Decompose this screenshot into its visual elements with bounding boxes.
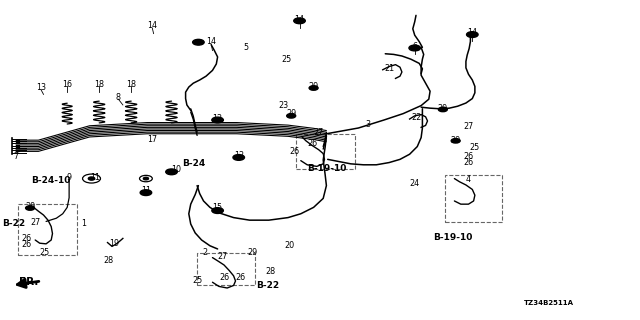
Text: 27: 27 <box>314 128 324 137</box>
Circle shape <box>309 86 318 90</box>
Circle shape <box>287 114 296 118</box>
Text: B-19-10: B-19-10 <box>307 164 346 173</box>
Text: B-22: B-22 <box>3 219 26 228</box>
Text: 20: 20 <box>284 241 294 250</box>
Text: B-22: B-22 <box>256 281 279 290</box>
Text: 29: 29 <box>308 82 319 91</box>
Text: 25: 25 <box>282 55 292 64</box>
Text: 29: 29 <box>25 202 35 211</box>
Text: 29: 29 <box>248 248 258 257</box>
Bar <box>197 253 255 285</box>
Text: 29: 29 <box>286 109 296 118</box>
Text: 10: 10 <box>171 165 181 174</box>
Circle shape <box>233 155 244 160</box>
Text: 26: 26 <box>219 273 229 282</box>
Text: 28: 28 <box>104 256 114 265</box>
Text: B-24-10: B-24-10 <box>31 176 71 185</box>
Text: 6: 6 <box>412 42 417 51</box>
Circle shape <box>212 117 223 123</box>
Bar <box>445 175 502 222</box>
Text: 13: 13 <box>36 84 46 92</box>
Text: 11: 11 <box>141 186 151 195</box>
Circle shape <box>409 45 420 51</box>
Circle shape <box>294 18 305 24</box>
Circle shape <box>26 206 35 210</box>
Text: 4: 4 <box>466 175 471 184</box>
Text: 15: 15 <box>212 204 223 212</box>
Text: 14: 14 <box>147 21 157 30</box>
Text: 9: 9 <box>67 173 72 182</box>
Bar <box>296 134 355 169</box>
Text: FR.: FR. <box>19 277 38 287</box>
Text: 17: 17 <box>147 135 157 144</box>
Text: 25: 25 <box>192 276 202 285</box>
Text: TZ34B2511A: TZ34B2511A <box>524 300 574 306</box>
Text: 23: 23 <box>278 101 289 110</box>
Text: 27: 27 <box>30 218 40 227</box>
Text: 26: 26 <box>235 273 245 282</box>
Text: 12: 12 <box>234 151 244 160</box>
Circle shape <box>140 190 152 196</box>
Circle shape <box>88 177 95 180</box>
Text: 11: 11 <box>90 173 100 182</box>
Text: 16: 16 <box>62 80 72 89</box>
Text: 27: 27 <box>218 252 228 261</box>
Text: 12: 12 <box>212 114 223 123</box>
Text: 26: 26 <box>289 147 300 156</box>
Text: 26: 26 <box>463 152 474 161</box>
Text: 27: 27 <box>463 122 474 131</box>
Text: 26: 26 <box>307 139 317 148</box>
Text: 5: 5 <box>244 44 249 52</box>
Text: 8: 8 <box>116 93 121 102</box>
Text: 22: 22 <box>411 113 421 122</box>
Text: 26: 26 <box>463 158 474 167</box>
Bar <box>18 204 77 255</box>
Text: 29: 29 <box>451 136 461 145</box>
Text: 29: 29 <box>438 104 448 113</box>
Text: 26: 26 <box>22 234 32 243</box>
Text: 7: 7 <box>13 152 19 161</box>
Text: 24: 24 <box>410 180 420 188</box>
Circle shape <box>193 39 204 45</box>
Circle shape <box>451 139 460 143</box>
Text: 14: 14 <box>294 15 305 24</box>
Text: B-24: B-24 <box>182 159 205 168</box>
Text: 14: 14 <box>467 28 477 37</box>
Text: 18: 18 <box>94 80 104 89</box>
Text: 14: 14 <box>206 37 216 46</box>
Text: 25: 25 <box>40 248 50 257</box>
Circle shape <box>467 32 478 37</box>
Text: 19: 19 <box>109 239 119 248</box>
Text: 3: 3 <box>365 120 371 129</box>
Circle shape <box>212 208 223 213</box>
Text: 26: 26 <box>22 240 32 249</box>
Text: 25: 25 <box>470 143 480 152</box>
Text: B-19-10: B-19-10 <box>433 233 473 242</box>
Circle shape <box>143 177 148 180</box>
Text: 18: 18 <box>126 80 136 89</box>
Text: 28: 28 <box>265 267 275 276</box>
Circle shape <box>438 107 447 112</box>
Text: 2: 2 <box>202 248 207 257</box>
Circle shape <box>166 169 177 175</box>
Text: 21: 21 <box>384 64 394 73</box>
Text: 1: 1 <box>81 220 86 228</box>
